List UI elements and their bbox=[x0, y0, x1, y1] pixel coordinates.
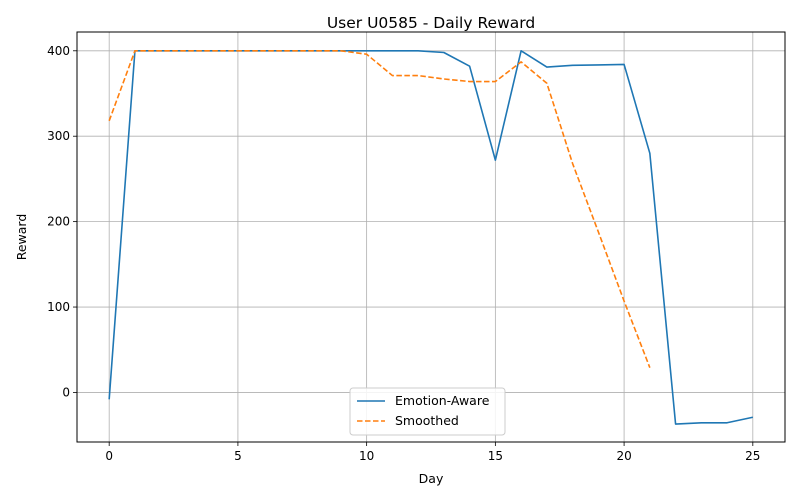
x-tick-label: 10 bbox=[359, 449, 374, 463]
x-tick-label: 0 bbox=[105, 449, 113, 463]
y-tick-label: 200 bbox=[47, 215, 70, 229]
x-tick-label: 15 bbox=[488, 449, 503, 463]
series-lines bbox=[108, 49, 753, 425]
x-tick-label: 25 bbox=[745, 449, 760, 463]
axis-ticks: 0 5 10 15 20 25 0 100 200 300 400 bbox=[47, 44, 760, 463]
y-tick-label: 400 bbox=[47, 44, 70, 58]
x-tick-label: 5 bbox=[234, 449, 242, 463]
grid bbox=[77, 32, 785, 442]
legend-label-emotion-aware: Emotion-Aware bbox=[395, 393, 490, 408]
chart-title: User U0585 - Daily Reward bbox=[327, 14, 535, 32]
y-axis-label: Reward bbox=[14, 214, 29, 261]
y-tick-label: 300 bbox=[47, 129, 70, 143]
legend: Emotion-Aware Smoothed bbox=[349, 387, 506, 436]
x-axis-label: Day bbox=[419, 471, 444, 486]
legend-label-smoothed: Smoothed bbox=[395, 413, 459, 428]
plot-frame bbox=[76, 31, 786, 443]
y-tick-label: 100 bbox=[47, 300, 70, 314]
legend-box bbox=[349, 387, 506, 436]
series-line-smoothed bbox=[108, 49, 651, 368]
x-tick-label: 20 bbox=[616, 449, 631, 463]
y-tick-label: 0 bbox=[62, 385, 70, 399]
